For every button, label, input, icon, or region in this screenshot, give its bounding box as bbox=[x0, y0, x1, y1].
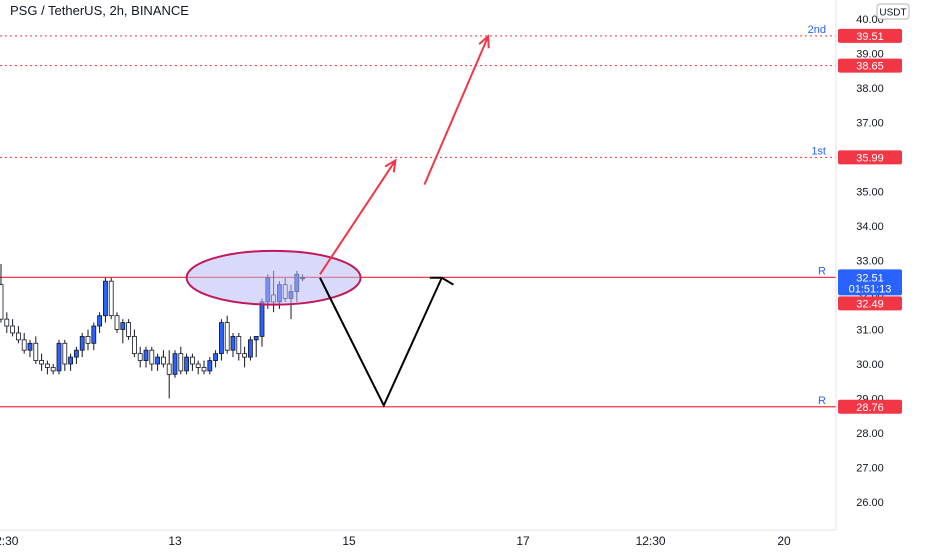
candle-body bbox=[207, 360, 213, 372]
time-tick-label: 12:30 bbox=[636, 534, 666, 548]
price-tick-label: 34.00 bbox=[856, 221, 884, 233]
projection-path bbox=[319, 277, 443, 408]
candle-body bbox=[166, 363, 172, 375]
candle-body bbox=[155, 356, 161, 365]
price-tick-label: 26.00 bbox=[856, 497, 884, 509]
arrow-up-first-head bbox=[384, 158, 397, 173]
horizontal-levels: 2nd 1st R R bbox=[0, 24, 836, 408]
candle-body bbox=[91, 325, 97, 344]
time-tick-label: 15 bbox=[342, 534, 356, 548]
candle-body bbox=[103, 280, 108, 317]
price-tick-label: 35.00 bbox=[856, 187, 884, 199]
time-tick-label: 17 bbox=[516, 534, 530, 548]
secondary-price-tag bbox=[838, 296, 902, 311]
candle-body bbox=[56, 342, 62, 372]
projection-tail bbox=[441, 276, 454, 286]
level-label: 2nd bbox=[808, 24, 826, 36]
arrow-up-second bbox=[423, 35, 490, 185]
secondary-price-value: 32.49 bbox=[856, 298, 884, 310]
candle-body bbox=[131, 335, 137, 355]
candle-body bbox=[178, 353, 184, 372]
time-tick-label: 20 bbox=[777, 534, 791, 548]
level-label: R bbox=[818, 265, 826, 277]
candle-body bbox=[4, 318, 10, 327]
level-label: 1st bbox=[811, 145, 826, 157]
price-tick-label: 33.00 bbox=[856, 256, 884, 268]
candle-body bbox=[218, 322, 224, 355]
last-price-tag bbox=[838, 269, 902, 296]
price-tick-label: 39.00 bbox=[856, 49, 884, 61]
candle-body bbox=[79, 335, 85, 351]
price-tick-label: 31.00 bbox=[856, 325, 884, 337]
candle-body bbox=[172, 353, 178, 375]
candle-body bbox=[45, 363, 50, 368]
candle-body bbox=[114, 315, 120, 330]
last-price-value: 32.51 bbox=[856, 272, 884, 284]
candle-body bbox=[242, 353, 248, 358]
candle-body bbox=[137, 353, 143, 361]
price-axis[interactable]: 26.0027.0028.0029.0030.0031.0032.0033.00… bbox=[856, 14, 884, 509]
candle-body bbox=[126, 322, 131, 337]
candle-body bbox=[74, 349, 79, 358]
candle-body bbox=[85, 335, 91, 344]
candle-body bbox=[224, 322, 230, 351]
price-tag bbox=[838, 58, 902, 73]
candle-body bbox=[201, 367, 207, 372]
countdown-timer: 01:51:13 bbox=[849, 283, 892, 295]
price-tag bbox=[838, 399, 902, 414]
price-tick-label: 37.00 bbox=[856, 118, 884, 130]
price-tag-label: 35.99 bbox=[856, 152, 884, 164]
price-tag-label: 28.76 bbox=[856, 402, 884, 414]
candle-body bbox=[253, 335, 259, 341]
candle-body bbox=[184, 356, 190, 372]
candle-body bbox=[50, 367, 56, 372]
price-tick-label: 28.00 bbox=[856, 428, 884, 440]
candle-body bbox=[230, 335, 236, 351]
candle-body bbox=[149, 349, 155, 365]
candle-body bbox=[259, 301, 265, 337]
candle-body bbox=[160, 356, 166, 365]
price-tick-label: 27.00 bbox=[856, 463, 884, 475]
annotations bbox=[185, 34, 490, 408]
price-tags: 39.5138.6535.9932.5128.7632.5101:51:1332… bbox=[838, 28, 902, 414]
candle-body bbox=[236, 335, 242, 355]
time-tick-label: 13 bbox=[168, 534, 182, 548]
price-tick-label: 38.00 bbox=[856, 83, 884, 95]
candle-body bbox=[97, 315, 102, 327]
candle-body bbox=[189, 356, 195, 365]
time-tick-label: 2:30 bbox=[0, 534, 19, 548]
candle-body bbox=[143, 349, 149, 361]
candle-body bbox=[39, 360, 44, 365]
candle-body bbox=[0, 284, 4, 320]
candle-body bbox=[213, 353, 219, 361]
candle-body bbox=[21, 339, 27, 351]
candle-body bbox=[247, 339, 253, 358]
level-label: R bbox=[818, 395, 826, 407]
price-tag bbox=[838, 28, 902, 43]
candle-body bbox=[68, 356, 73, 365]
candle-body bbox=[15, 332, 21, 341]
price-tag-label: 38.65 bbox=[856, 61, 884, 73]
time-axis[interactable]: 2:30 13 15 17 12:30 20 bbox=[0, 534, 791, 548]
currency-badge[interactable]: USDT bbox=[876, 3, 910, 20]
chart-title: PSG / TetherUS, 2h, BINANCE bbox=[10, 3, 189, 18]
currency-label: USDT bbox=[879, 8, 906, 19]
candle-body bbox=[195, 363, 201, 368]
price-tag-label: 39.51 bbox=[856, 31, 884, 43]
arrow-up-first bbox=[319, 159, 397, 275]
candle-body bbox=[10, 325, 16, 334]
candle-body bbox=[33, 342, 39, 361]
highlight-ellipse bbox=[185, 249, 362, 306]
candle-body bbox=[27, 342, 33, 351]
price-tick-label: 30.00 bbox=[856, 359, 884, 371]
candle-body bbox=[120, 322, 126, 330]
price-tag bbox=[838, 150, 902, 165]
arrow-up-second-head bbox=[478, 34, 490, 49]
candle-body bbox=[108, 280, 114, 317]
candle-body bbox=[62, 342, 68, 365]
